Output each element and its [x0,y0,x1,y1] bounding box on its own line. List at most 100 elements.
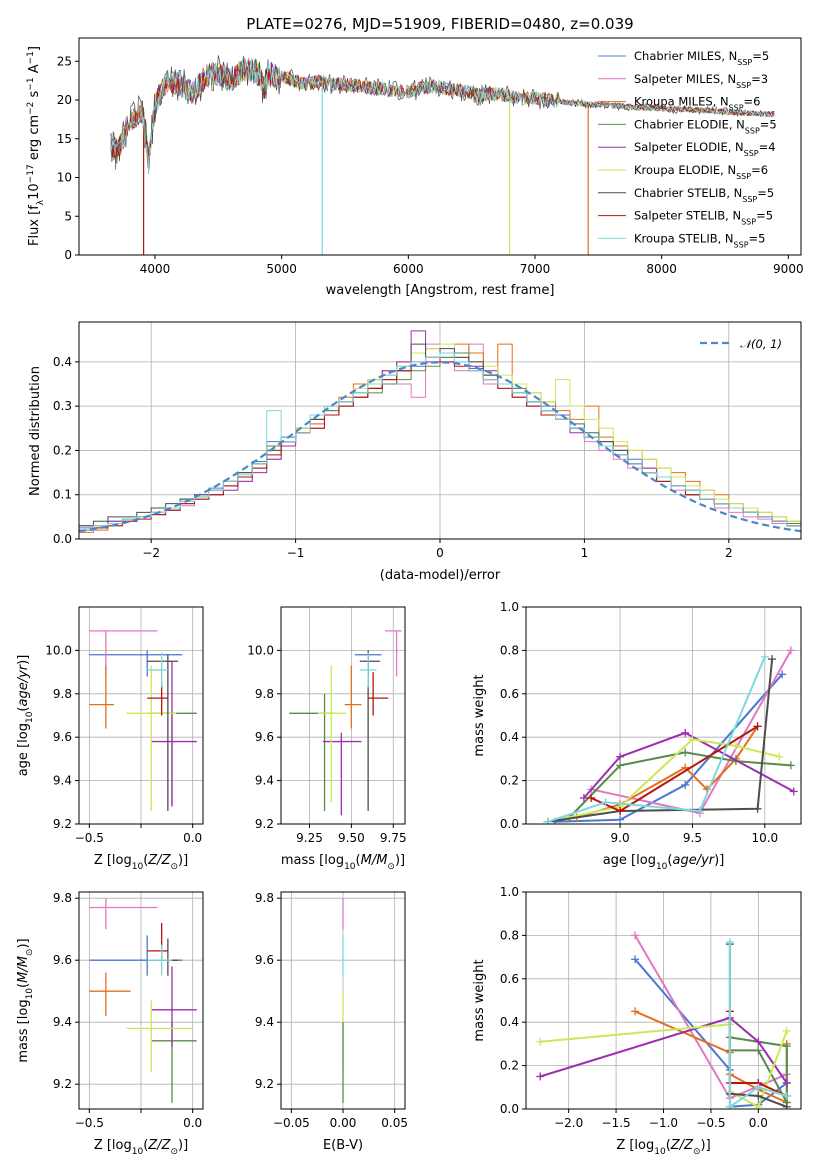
plot-area-age_vs_Z [89,630,197,811]
legend-text: Chabrier STELIB, N [634,186,742,200]
y-tick-label: 0.6 [500,687,519,701]
label-part: Z [log [94,853,132,868]
panel-age_vs_mass: 9.25 9.50 9.75 9.2 9.4 9.6 9.8 10.0 mass [log10(… [247,606,407,872]
legend-tail: =5 [752,49,769,63]
y-tick-label: 9.6 [255,953,274,967]
label-part: 10 [132,862,144,872]
label-part: )] [701,1138,711,1153]
label-part: 10 [27,183,42,200]
x-tick-label: 4000 [140,262,171,276]
y-tick-label: 0.4 [500,730,519,744]
x-tick-label: 0.00 [330,1116,357,1130]
x-tick-label: 2 [725,546,733,560]
y-axis-label: mass weight [472,674,487,756]
x-tick-label: 8000 [646,262,677,276]
legend-sub: SSP [736,172,751,181]
legend-entry: Kroupa STELIB, NSSP=5 [634,231,765,249]
label-part: 10 [344,862,356,872]
y-tick-label: 10.0 [45,643,72,657]
x-tick-label: 9.25 [296,831,323,845]
x-tick-label: 0.0 [183,831,202,845]
y-tick-label: 9.8 [255,891,274,905]
legend-entry: Kroupa ELODIE, NSSP=6 [634,163,768,181]
label-part: )] [714,853,724,868]
legend-entry: Chabrier MILES, NSSP=5 [634,49,769,67]
label-part: ] [27,46,42,51]
legend-sub: SSP [742,194,757,203]
legend-tail: =5 [760,117,777,131]
x-tick-label: −0.5 [75,831,104,845]
label-part: −2 [26,102,36,115]
y-tick-label: 10.0 [247,643,274,657]
label-part: ( [143,1138,148,1153]
label-part: ( [667,853,672,868]
x-tick-label: 7000 [520,262,551,276]
plot-area-age_vs_mass [289,630,402,816]
y-tick-label: 9.4 [53,774,72,788]
y-tick-label: 0.4 [500,1015,519,1029]
legend-text: Salpeter STELIB, N [634,209,741,223]
y-tick-label: 0.8 [500,643,519,657]
y-tick-label: 9.4 [53,1015,72,1029]
label-part: Z [log [616,1138,654,1153]
y-tick-label: 9.2 [255,1077,274,1091]
label-part: ⊙ [170,862,178,872]
x-tick-label: −1.5 [602,1116,631,1130]
y-tick-label: 25 [57,54,72,68]
y-tick-label: 10 [57,171,72,185]
x-axis-label: wavelength [Angstrom, rest frame] [326,283,555,298]
x-tick-label: 6000 [393,262,424,276]
x-tick-label: −0.5 [696,1116,725,1130]
legend-entry: Salpeter MILES, NSSP=3 [634,72,768,90]
label-part: Z [log [94,1138,132,1153]
legend-text: Chabrier ELODIE, N [634,117,745,131]
y-axis-label: mass [log10(M/M⊙)] [16,938,35,1062]
panel-weight_vs_Z: −2.0 −1.5 −1.0 −0.5 0.0 0.0 0.2 0.4 0.6 0.8 1.0 Z [… [472,885,802,1157]
label-part: mass [log [16,999,31,1062]
weight-line [590,649,792,815]
x-tick-label: −0.05 [273,1116,310,1130]
legend-tail: =5 [749,231,766,245]
legend-text: Kroupa STELIB, N [634,231,734,245]
y-tick-label: 0.0 [53,532,72,546]
y-tick-label: 9.8 [53,891,72,905]
label-part: age/yr [16,663,31,706]
label-part: age [log [603,853,656,868]
weight-line [539,1016,788,1084]
legend-sub: SSP [737,58,752,67]
y-axis-label: Flux [fλ10−17 erg cm−2 s−1 A−1] [26,46,46,246]
x-axis-label: age [log10(age/yr)] [603,853,725,872]
y-tick-label: 15 [57,132,72,146]
legend-entry: Salpeter STELIB, NSSP=5 [634,209,773,227]
legend-entry: Chabrier ELODIE, NSSP=5 [634,117,777,135]
legend-text: Chabrier MILES, N [634,49,737,63]
legend: 𝒩(0, 1) [700,337,782,351]
legend-tail: =6 [751,163,768,177]
label-part: ( [143,853,148,868]
label-part: 10 [25,711,35,723]
label-part: −1 [26,51,36,64]
panel-mass_vs_ebv: −0.05 0.00 0.05 9.2 9.4 9.6 9.8 E(B-V) [255,891,408,1153]
label-part: )] [178,853,188,868]
y-tick-label: 0.2 [500,774,519,788]
y-tick-label: 0.3 [53,399,72,413]
legend-sub: SSP [734,240,749,249]
weight-line [547,656,766,823]
label-part: age/yr [672,853,715,868]
label-part: ( [356,853,361,868]
x-axis-label: E(B-V) [323,1138,363,1153]
axes-frame [280,606,406,825]
legend-tail: =4 [759,140,776,154]
x-tick-label: −1 [287,546,305,560]
axes-frame [78,37,802,256]
label-part: −17 [26,164,36,183]
label-part: 10 [654,1147,666,1157]
label-part: Z/Z [670,1138,694,1153]
y-tick-label: 9.4 [255,774,274,788]
y-tick-label: 0.1 [53,488,72,502]
y-axis-label: Normed distribution [28,366,43,496]
histogram-step [79,352,801,539]
legend-tail: =3 [751,72,768,86]
x-tick-label: −2.0 [554,1116,583,1130]
